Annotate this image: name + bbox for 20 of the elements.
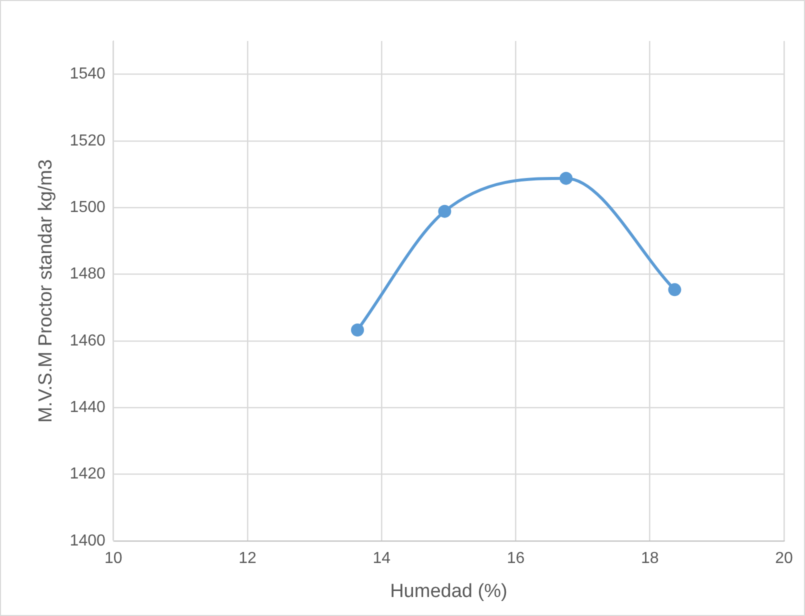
y-tick-label: 1540 — [70, 66, 106, 83]
x-axis-title: Humedad (%) — [390, 580, 508, 602]
y-axis-title: M.V.S.M Proctor standar kg/m3 — [36, 159, 57, 423]
y-tick-label: 1440 — [70, 399, 106, 416]
point — [560, 172, 573, 185]
point — [350, 324, 364, 336]
x-tick-label: 10 — [104, 550, 122, 568]
y-tick-label: 1420 — [70, 466, 106, 483]
y-tick-label: 1500 — [70, 199, 106, 216]
x-tick-label: 16 — [506, 550, 525, 568]
x-tick-label: 20 — [775, 550, 793, 568]
y-tick-label: 1400 — [70, 532, 106, 550]
y-tick-label: 1480 — [70, 266, 106, 283]
x-tick-label: 12 — [238, 550, 257, 568]
y-tick-label: 1460 — [70, 332, 106, 350]
y-tick-label: 1520 — [70, 132, 106, 150]
point — [668, 283, 682, 296]
x-tick-label: 14 — [372, 550, 391, 568]
x-tick-label: 18 — [640, 550, 659, 568]
point — [438, 204, 452, 218]
